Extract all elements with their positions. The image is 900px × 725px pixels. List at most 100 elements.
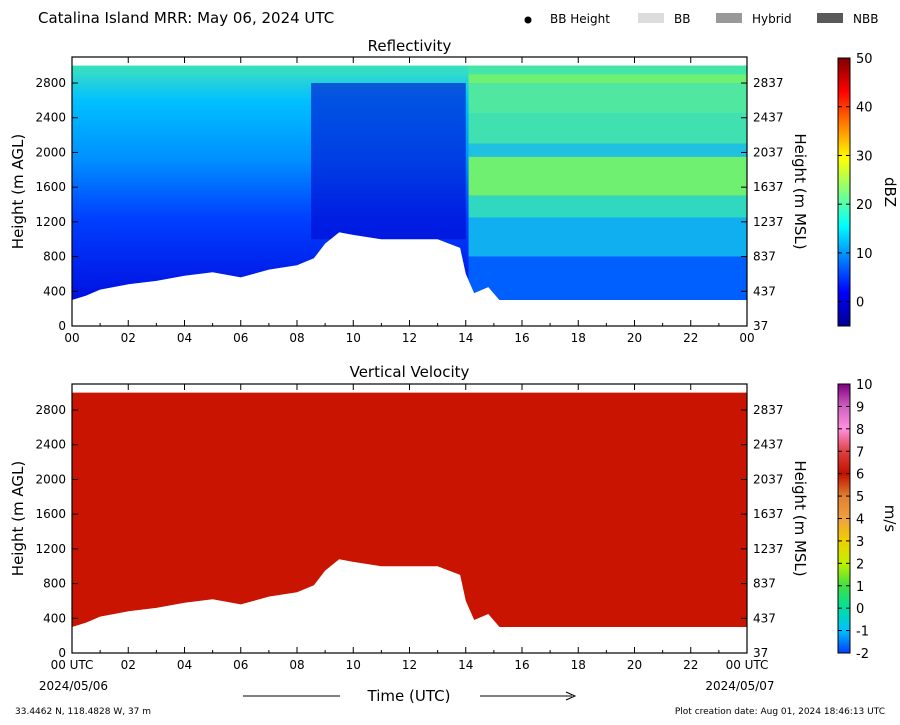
x-tick-label: 22: [683, 331, 698, 345]
header-legend: BB Height BB Hybrid NBB: [524, 12, 878, 26]
x-tick-label: 04: [177, 331, 192, 345]
y-tick-label: 2000: [35, 472, 66, 486]
x-tick-label: 06: [233, 658, 248, 672]
legend-label: Hybrid: [752, 12, 792, 26]
reflectivity-band: [468, 113, 747, 144]
colorbar-tick-label: 0: [856, 602, 864, 617]
panel-title: Reflectivity: [368, 37, 452, 55]
y-tick-label: 0: [58, 319, 66, 333]
colorbar-tick-label: 2: [856, 557, 864, 572]
reflectivity-band: [468, 195, 747, 218]
legend-swatch: [638, 13, 664, 23]
y-tick-label-right: 2837: [753, 76, 784, 90]
x-tick-label: 06: [233, 331, 248, 345]
x-tick-label: 16: [514, 658, 529, 672]
y-tick-label-right: 1637: [753, 507, 784, 521]
start-date-label: 2024/05/06: [39, 679, 108, 693]
y-axis-label: Height (m AGL): [9, 461, 27, 576]
colorbar-tick-label: 5: [856, 490, 864, 505]
x-tick-label: 12: [402, 331, 417, 345]
legend-item: Hybrid: [716, 12, 792, 26]
colorbar-tick-label: 10: [856, 247, 873, 262]
y-tick-label: 1600: [35, 507, 66, 521]
y-axis-label-right: Height (m MSL): [791, 460, 809, 576]
low-reflectivity-core: [311, 83, 466, 240]
x-tick-label: 18: [571, 331, 586, 345]
colorbar-tick-label: -1: [856, 625, 869, 640]
x-tick-label: 10: [346, 331, 361, 345]
reflectivity-band: [468, 217, 747, 257]
legend-label: NBB: [853, 12, 878, 26]
reflectivity-band: [468, 143, 747, 157]
colorbar-tick-label: 8: [856, 423, 864, 438]
arrow-head-icon: [565, 691, 577, 701]
legend-item: NBB: [817, 12, 878, 26]
x-tick-label: 12: [402, 658, 417, 672]
x-tick-label: 02: [121, 331, 136, 345]
reflectivity-band: [468, 156, 747, 196]
x-tick-label: 08: [289, 658, 304, 672]
x-tick-label: 00: [64, 331, 79, 345]
y-tick-label-right: 2437: [753, 438, 784, 452]
x-tick-label: 08: [289, 331, 304, 345]
y-tick-label: 2800: [35, 76, 66, 90]
time-axis-label: Time (UTC): [367, 687, 451, 705]
y-tick-label: 2400: [35, 438, 66, 452]
y-tick-label: 2800: [35, 403, 66, 417]
colorbar-tick-label: 40: [856, 101, 873, 116]
x-tick-label: 00: [739, 331, 754, 345]
y-tick-label: 400: [43, 611, 66, 625]
colorbar-tick-label: 30: [856, 149, 873, 164]
reflectivity-top-band: [72, 65, 747, 75]
colorbar-tick-label: 4: [856, 513, 864, 528]
colorbar-tick-label: 0: [856, 296, 864, 311]
end-date-label: 2024/05/07: [705, 679, 774, 693]
colorbar-tick-label: 20: [856, 198, 873, 213]
x-tick-label: 22: [683, 658, 698, 672]
y-tick-label-right: 2437: [753, 111, 784, 125]
y-tick-label-right: 2837: [753, 403, 784, 417]
location-text: 33.4462 N, 118.4828 W, 37 m: [15, 707, 151, 717]
colorbar-tick-label: 6: [856, 468, 864, 483]
legend-item: BB Height: [524, 12, 610, 26]
y-tick-label-right: 1637: [753, 180, 784, 194]
x-tick-label: 20: [627, 658, 642, 672]
figure-title: Catalina Island MRR: May 06, 2024 UTC: [38, 9, 334, 27]
reflectivity-band: [468, 83, 747, 114]
legend-item: BB: [638, 12, 690, 26]
y-tick-label: 1200: [35, 542, 66, 556]
y-tick-label-right: 1237: [753, 215, 784, 229]
bb-height-dot-icon: [524, 16, 532, 24]
colorbar-tick-label: -2: [856, 647, 869, 662]
y-tick-label: 400: [43, 284, 66, 298]
legend-swatch: [817, 13, 843, 23]
x-tick-label: 18: [571, 658, 586, 672]
x-tick-label: 14: [458, 331, 473, 345]
x-tick-label: 20: [627, 331, 642, 345]
x-tick-label: 16: [514, 331, 529, 345]
colorbar-tick-label: 7: [856, 445, 864, 460]
y-axis-label-right: Height (m MSL): [791, 133, 809, 249]
colorbar-tick-label: 1: [856, 580, 864, 595]
y-tick-label-right: 437: [753, 611, 776, 625]
colorbar-label: m/s: [881, 505, 899, 533]
y-tick-label-right: 2037: [753, 472, 784, 486]
x-tick-label: 04: [177, 658, 192, 672]
reflectivity-band: [468, 256, 747, 300]
x-tick-label: 14: [458, 658, 473, 672]
y-tick-label-right: 837: [753, 250, 776, 264]
panel-title: Vertical Velocity: [350, 363, 470, 381]
y-tick-label: 800: [43, 577, 66, 591]
y-tick-label-right: 437: [753, 284, 776, 298]
y-tick-label-right: 837: [753, 577, 776, 591]
y-tick-label: 0: [58, 646, 66, 660]
colorbar-label: dBZ: [881, 177, 899, 207]
creation-date-text: Plot creation date: Aug 01, 2024 18:46:1…: [675, 707, 885, 717]
x-tick-label: 00 UTC: [51, 658, 94, 672]
colorbar-tick-label: 9: [856, 400, 864, 415]
y-tick-label-right: 37: [753, 646, 768, 660]
y-tick-label-right: 1237: [753, 542, 784, 556]
y-axis-label: Height (m AGL): [9, 134, 27, 249]
